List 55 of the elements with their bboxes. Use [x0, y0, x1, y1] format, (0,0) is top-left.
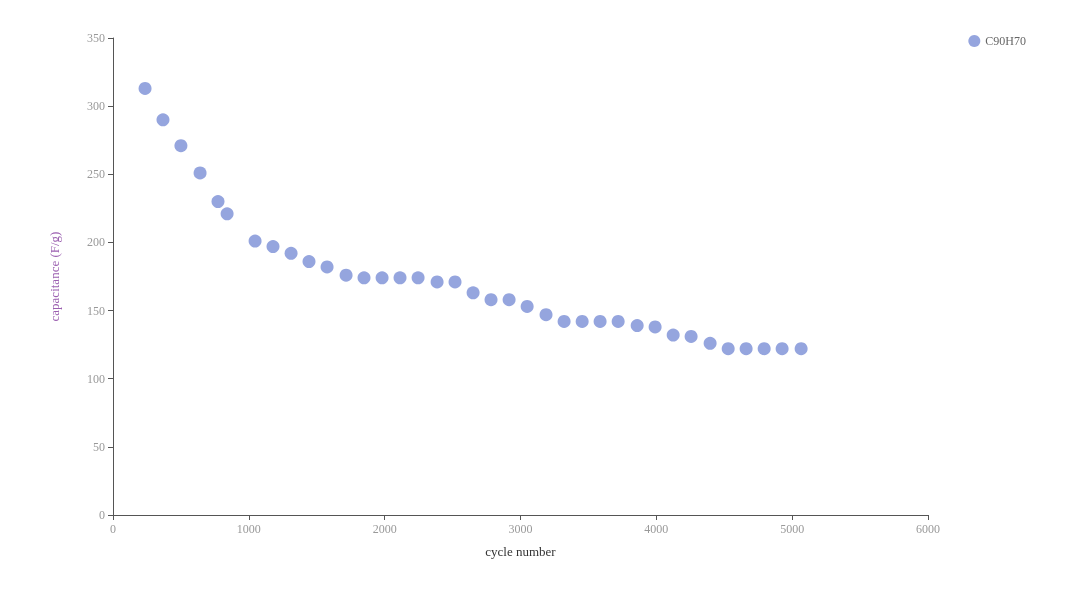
- y-tick-label: 200: [87, 235, 105, 250]
- point: [502, 293, 516, 307]
- y-tick-label: 350: [87, 31, 105, 45]
- point: [393, 271, 407, 285]
- point: [357, 271, 371, 285]
- point: [630, 319, 644, 333]
- point: [174, 139, 188, 153]
- x-tick-label: 3000: [508, 522, 533, 536]
- y-tick-label: 50: [93, 439, 105, 454]
- point: [156, 113, 170, 127]
- y-tick-label: 250: [87, 167, 105, 182]
- point: [775, 342, 789, 356]
- point: [320, 260, 334, 274]
- legend-label: C90H70: [985, 34, 1026, 48]
- point: [575, 314, 589, 328]
- point: [302, 255, 316, 268]
- point: [593, 314, 607, 328]
- point: [666, 328, 680, 342]
- x-tick-label: 5000: [780, 522, 805, 536]
- y-tick-label: 100: [87, 371, 105, 386]
- x-tick-label: 1000: [236, 522, 261, 536]
- point: [375, 271, 389, 285]
- point: [220, 207, 234, 221]
- point: [266, 240, 280, 254]
- point: [411, 271, 425, 285]
- point: [684, 329, 698, 343]
- point: [721, 342, 735, 356]
- point: [757, 342, 771, 356]
- point: [794, 342, 808, 356]
- point: [611, 314, 625, 328]
- point: [339, 268, 353, 282]
- point: [211, 195, 225, 209]
- y-axis-title: capacitance (F/g): [47, 231, 62, 322]
- x-tick-label: 2000: [372, 522, 397, 536]
- y-tick-label: 300: [87, 99, 105, 114]
- point: [520, 299, 534, 313]
- point: [539, 308, 553, 322]
- point: [466, 286, 480, 300]
- y-tick-label: 0: [99, 508, 105, 522]
- x-tick-label: 6000: [916, 522, 940, 536]
- point: [557, 314, 571, 328]
- point: [193, 166, 207, 180]
- y-tick-label: 150: [87, 303, 105, 318]
- point: [248, 234, 262, 248]
- point: [448, 275, 462, 289]
- point: [430, 275, 444, 289]
- x-axis-title: cycle number: [485, 544, 557, 559]
- point: [484, 293, 498, 307]
- point: [284, 246, 298, 260]
- x-tick-label: 4000: [644, 522, 669, 536]
- x-tick-label: 0: [110, 522, 116, 536]
- point: [648, 320, 662, 334]
- point: [739, 342, 753, 356]
- point: [703, 336, 717, 350]
- point: [138, 81, 152, 95]
